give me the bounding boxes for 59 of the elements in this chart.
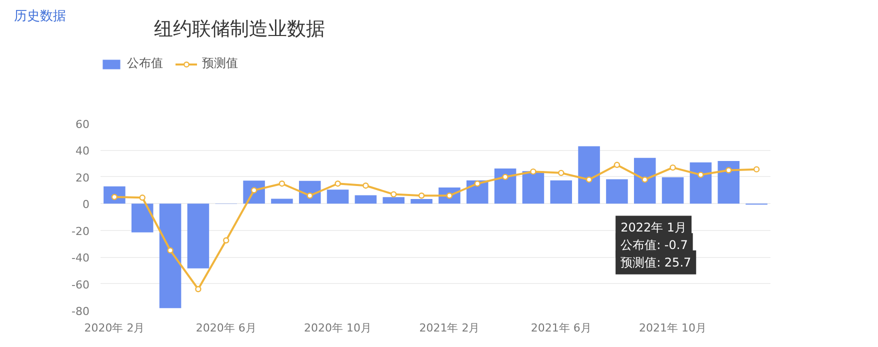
bar: [718, 161, 740, 204]
annotation: 公布值: -0.7: [620, 238, 688, 252]
y-tick-label: 60: [76, 118, 90, 131]
x-tick-label: 2021年 10月: [639, 322, 707, 334]
text: 历史数据: [14, 8, 66, 26]
x-tick-label: 2020年 10月: [304, 322, 372, 334]
bar: [187, 204, 210, 268]
point: [642, 176, 648, 183]
annotation: 2022年 1月: [620, 220, 687, 235]
bar: [550, 180, 572, 204]
point: [362, 182, 369, 189]
x-tick-label: 2020年 6月: [196, 322, 256, 334]
point: [223, 237, 230, 244]
chart-title: 纽约联储制造业数据: [154, 17, 325, 42]
legend-label: 公布值: [127, 55, 163, 72]
point: [195, 286, 202, 292]
x-tick-label: 2020年 2月: [84, 322, 145, 334]
y-tick-label: -40: [72, 252, 90, 265]
point: [530, 168, 536, 175]
point: [306, 192, 313, 199]
bar: [662, 177, 684, 204]
point: [334, 180, 341, 187]
bar: [410, 198, 432, 204]
point: [502, 174, 508, 180]
bar: [159, 204, 182, 308]
bar: [578, 146, 600, 204]
bar: [271, 198, 293, 204]
point: [139, 194, 146, 201]
point: [698, 172, 704, 178]
bar: [606, 179, 628, 204]
point: [418, 192, 425, 199]
point: [558, 170, 564, 176]
y-tick-label: -80: [72, 305, 90, 318]
bar: [690, 162, 712, 204]
point: [390, 191, 397, 198]
bar: [522, 171, 544, 204]
point: [167, 247, 174, 254]
point: [614, 162, 620, 168]
y-tick-label: -60: [72, 278, 90, 292]
bar: [382, 197, 405, 204]
point: [726, 167, 732, 174]
bar: [354, 195, 377, 204]
point: [474, 180, 480, 187]
bar: [634, 158, 656, 204]
bar: [131, 204, 154, 232]
point: [670, 164, 676, 171]
x-tick-label: 2021年 6月: [530, 322, 592, 334]
y-tick-label: 40: [76, 144, 90, 158]
annotation: 预测值: 25.7: [620, 255, 692, 270]
legend-label: 预测值: [202, 55, 238, 72]
point: [753, 166, 760, 172]
y-tick-label: 20: [76, 171, 90, 184]
x-tick-label: 2021年 2月: [419, 322, 480, 334]
bar: [494, 168, 516, 204]
point: [586, 176, 592, 183]
y-tick-label: 0: [82, 198, 90, 212]
y-tick-label: -20: [72, 224, 90, 238]
point: [278, 180, 286, 187]
bar: [326, 190, 349, 204]
